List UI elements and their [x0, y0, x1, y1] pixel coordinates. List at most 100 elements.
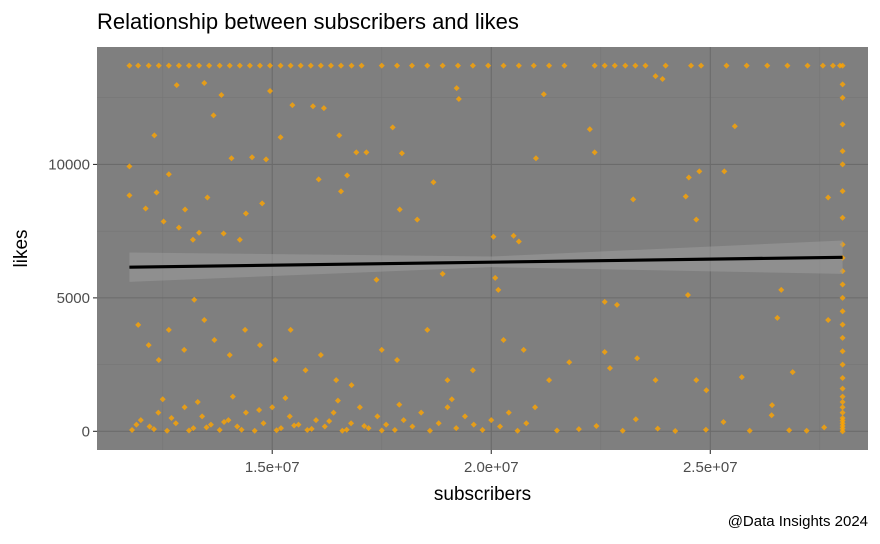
data-point: [469, 367, 476, 374]
data-point: [839, 321, 846, 328]
data-point: [289, 102, 296, 109]
data-point: [304, 426, 311, 433]
data-point: [272, 357, 279, 364]
data-point: [693, 216, 700, 223]
data-point: [206, 62, 213, 69]
data-point: [693, 377, 700, 384]
data-point: [155, 62, 162, 69]
data-point: [273, 427, 280, 434]
data-point: [135, 321, 142, 328]
data-point: [321, 423, 328, 430]
data-point: [414, 216, 421, 223]
data-point: [839, 308, 846, 315]
y-tick-label: 10000: [48, 156, 90, 173]
data-point: [804, 62, 811, 69]
data-point: [488, 417, 495, 424]
data-point: [145, 342, 152, 349]
data-point: [236, 236, 243, 243]
data-point: [378, 346, 385, 353]
data-point: [260, 420, 267, 427]
data-point: [256, 406, 263, 413]
x-tick-label: 1.5e+07: [245, 459, 300, 476]
data-point: [418, 409, 425, 416]
data-point: [263, 156, 270, 163]
data-point: [313, 417, 320, 424]
data-point: [315, 176, 322, 183]
data-point: [126, 163, 133, 170]
data-point: [374, 413, 381, 420]
data-point: [601, 298, 608, 305]
data-point: [764, 62, 771, 69]
data-point: [839, 214, 846, 221]
data-point: [586, 126, 593, 133]
data-point: [398, 150, 405, 157]
data-point: [218, 92, 225, 99]
data-point: [839, 294, 846, 301]
data-point: [634, 355, 641, 362]
data-point: [839, 409, 846, 416]
data-point: [246, 62, 253, 69]
data-point: [532, 404, 539, 411]
data-point: [378, 62, 385, 69]
data-point: [672, 428, 679, 435]
data-point: [702, 426, 709, 433]
data-point: [786, 427, 793, 434]
data-point: [221, 418, 228, 425]
data-point: [182, 206, 189, 213]
data-point: [839, 94, 846, 101]
data-point: [348, 420, 355, 427]
data-point: [546, 377, 553, 384]
data-point: [185, 62, 192, 69]
data-point: [523, 420, 530, 427]
data-point: [165, 171, 172, 178]
data-point: [302, 367, 309, 374]
data-point: [295, 421, 302, 428]
data-point: [789, 369, 796, 376]
data-point: [430, 179, 437, 186]
data-point: [682, 193, 689, 200]
data-point: [344, 172, 351, 179]
data-point: [408, 62, 415, 69]
data-point: [229, 393, 236, 400]
data-point: [839, 414, 846, 421]
data-point: [204, 194, 211, 201]
data-point: [396, 401, 403, 408]
data-point: [613, 301, 620, 308]
data-point: [497, 423, 504, 430]
data-point: [652, 377, 659, 384]
data-point: [470, 421, 477, 428]
data-point: [145, 62, 152, 69]
data-point: [155, 409, 162, 416]
data-point: [334, 397, 341, 404]
data-point: [469, 62, 476, 69]
data-point: [287, 326, 294, 333]
data-point: [150, 426, 157, 433]
data-point: [226, 351, 233, 358]
data-point: [561, 62, 568, 69]
data-point: [684, 291, 691, 298]
data-point: [575, 426, 582, 433]
data-point: [448, 396, 455, 403]
data-point: [356, 404, 363, 411]
data-point: [160, 218, 167, 225]
data-point: [277, 425, 284, 432]
data-point: [515, 238, 522, 245]
data-point: [839, 161, 846, 168]
data-point: [234, 423, 241, 430]
data-point: [155, 357, 162, 364]
data-point: [532, 155, 539, 162]
data-point: [409, 423, 416, 430]
data-point: [454, 62, 461, 69]
data-point: [142, 205, 149, 212]
data-point: [839, 148, 846, 155]
data-point: [259, 200, 266, 207]
data-point: [426, 427, 433, 434]
trend-line: [129, 255, 843, 269]
data-point: [175, 224, 182, 231]
data-point: [343, 426, 350, 433]
data-point: [267, 62, 274, 69]
data-point: [291, 422, 298, 429]
data-point: [330, 409, 337, 416]
data-point: [165, 62, 172, 69]
x-tick-label: 2.0e+07: [464, 459, 519, 476]
